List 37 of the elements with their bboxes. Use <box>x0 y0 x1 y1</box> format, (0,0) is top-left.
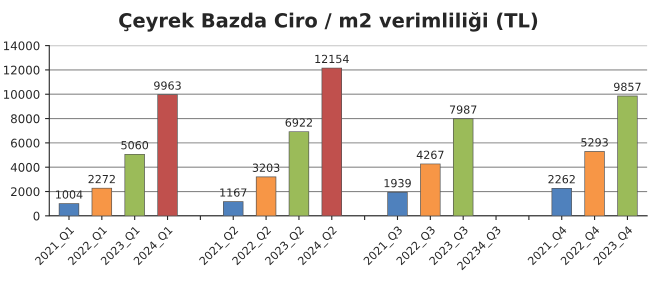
bar <box>552 188 572 216</box>
bar <box>420 164 441 216</box>
y-tick-label: 14000 <box>4 41 40 50</box>
y-tick-label: 2000 <box>11 187 40 196</box>
bar <box>584 151 605 216</box>
bar <box>452 118 474 216</box>
y-tick-label: 0 <box>34 212 40 220</box>
data-label: 1004 <box>56 190 82 199</box>
bar <box>223 201 244 216</box>
data-label: 12154 <box>315 54 349 64</box>
data-label: 1167 <box>220 188 246 197</box>
bar <box>58 203 80 216</box>
data-label: 4267 <box>416 150 444 160</box>
bar <box>124 154 145 216</box>
bar <box>157 94 178 216</box>
data-label: 3203 <box>252 164 280 172</box>
data-label: 1939 <box>384 178 411 188</box>
bar <box>617 96 638 216</box>
data-label: 5293 <box>581 138 608 147</box>
y-tick-label: 12000 <box>4 66 40 75</box>
data-label: 9857 <box>614 82 641 92</box>
chart-title: Çeyrek Bazda Ciro / m2 verimliliği (TL) <box>119 12 538 32</box>
data-label: 7987 <box>450 105 476 114</box>
y-tick-label: 6000 <box>11 138 40 148</box>
y-tick-label: 10000 <box>4 90 40 99</box>
data-label: 9963 <box>154 81 181 90</box>
data-label: 2262 <box>548 175 575 184</box>
bar <box>288 131 310 216</box>
data-label: 2272 <box>88 174 115 184</box>
bar <box>322 68 342 216</box>
y-tick-label: 8000 <box>11 114 40 124</box>
bar <box>387 192 408 216</box>
y-tick-label: 4000 <box>10 162 40 172</box>
bar <box>92 188 112 216</box>
bar <box>256 176 276 216</box>
data-label: 6922 <box>286 118 312 127</box>
data-label: 5060 <box>121 140 148 150</box>
